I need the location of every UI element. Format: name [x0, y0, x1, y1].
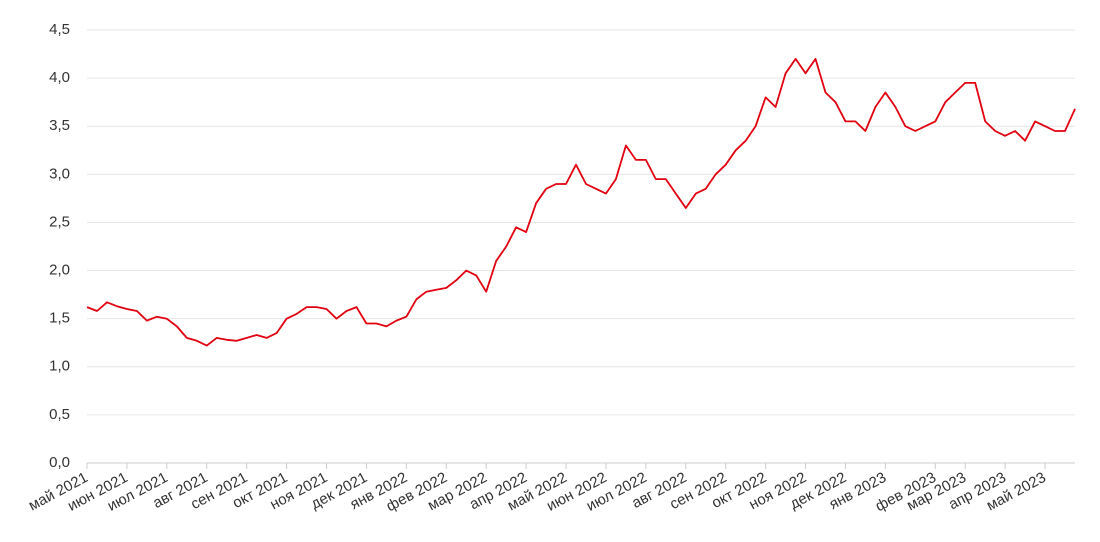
y-tick-label: 3,0	[49, 165, 70, 182]
y-tick-label: 2,0	[49, 262, 70, 279]
line	[86, 58, 1076, 347]
y-tick-label: 0,5	[49, 406, 70, 423]
y-tick-label: 0,0	[49, 454, 70, 471]
y-tick-label: 3,5	[49, 117, 70, 134]
y-tick-label: 2,5	[49, 213, 70, 230]
y-tick-label: 1,0	[49, 358, 70, 375]
y-tick-label: 4,0	[49, 69, 70, 86]
y-tick-label: 1,5	[49, 310, 70, 327]
y-tick-label: 4,5	[49, 21, 70, 38]
